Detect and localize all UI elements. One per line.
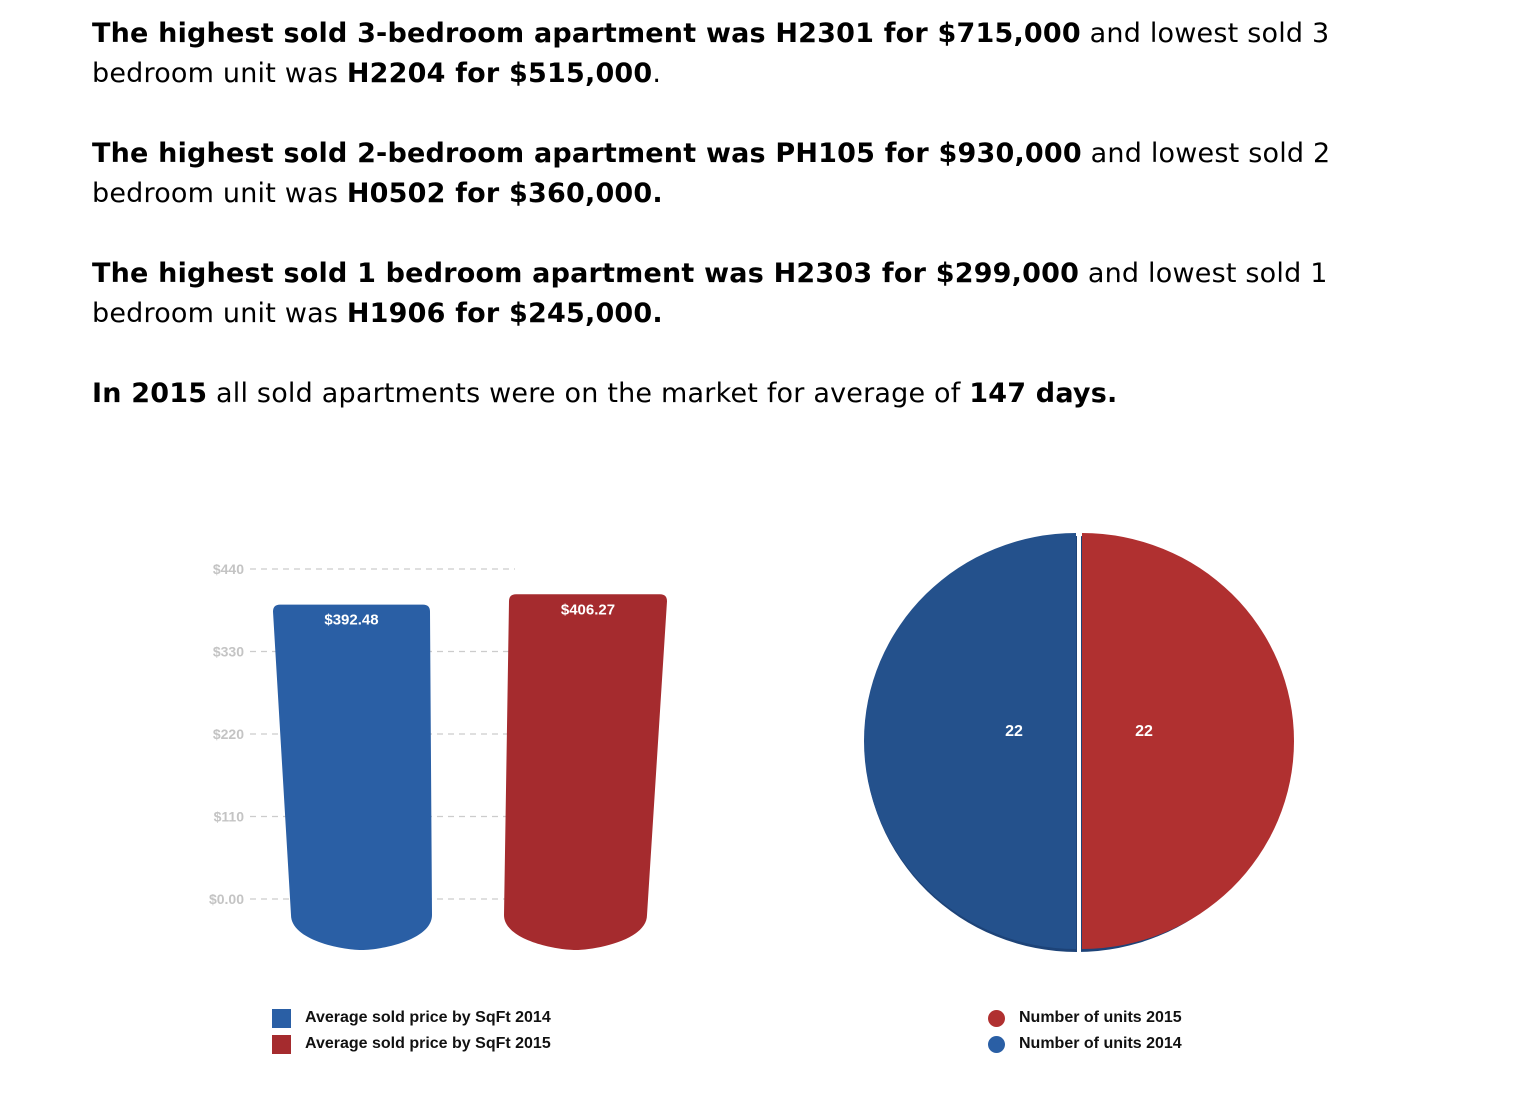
summary-3-bedroom-mid: and lowest sold 3 bedroom unit was — [92, 18, 1330, 89]
summary-1-bedroom: The highest sold 1 bedroom apartment was… — [92, 254, 1422, 334]
y-tick-label: $330 — [213, 644, 244, 660]
legend-label: Number of units 2015 — [1019, 1009, 1182, 1026]
summary-2-bedroom-bold: The highest sold 2-bedroom apartment was… — [92, 138, 1082, 169]
summary-3-bedroom-tail: . — [652, 58, 662, 89]
summary-3-bedroom: The highest sold 3-bedroom apartment was… — [92, 14, 1422, 94]
bar-value-label: $406.27 — [561, 601, 615, 618]
summary-days-bold2: 147 days. — [969, 378, 1118, 409]
summary-3-bedroom-bold2: H2204 for $515,000 — [346, 58, 653, 89]
legend-item: Average sold price by SqFt 2015 — [272, 1031, 551, 1057]
summary-1-bedroom-bold2: H1906 for $245,000. — [346, 298, 663, 329]
bar-chart: $0.00 $110 $220 $330 $440 $392.48 $406.27 — [209, 561, 667, 950]
y-tick-label: $220 — [213, 726, 244, 742]
bar-2015 — [504, 594, 667, 950]
legend-item: Number of units 2015 — [988, 1005, 1182, 1031]
legend-swatch — [272, 1034, 291, 1054]
y-tick-label: $440 — [213, 561, 244, 577]
legend-label: Number of units 2014 — [1019, 1035, 1182, 1052]
legend-item: Number of units 2014 — [988, 1031, 1182, 1057]
pie-slice-label: 22 — [1005, 723, 1023, 740]
summary-2-bedroom-bold2: H0502 for $360,000. — [346, 178, 663, 209]
bar-chart-legend: Average sold price by SqFt 2014 Average s… — [272, 1005, 551, 1057]
pie-slice-2015 — [1082, 533, 1294, 949]
legend-label: Average sold price by SqFt 2015 — [305, 1035, 551, 1052]
legend-swatch — [272, 1008, 291, 1028]
legend-item: Average sold price by SqFt 2014 — [272, 1005, 551, 1031]
legend-label: Average sold price by SqFt 2014 — [305, 1009, 551, 1026]
summary-2-bedroom: The highest sold 2-bedroom apartment was… — [92, 134, 1422, 214]
pie-slice-2014 — [864, 533, 1076, 949]
legend-swatch — [988, 1009, 1005, 1027]
summary-days-mid: all sold apartments were on the market f… — [207, 378, 970, 409]
summary-3-bedroom-bold: The highest sold 3-bedroom apartment was… — [92, 18, 1081, 49]
y-tick-label: $0.00 — [209, 891, 244, 907]
summary-days-on-market: In 2015 all sold apartments were on the … — [92, 374, 1422, 414]
pie-chart: 22 22 — [864, 529, 1294, 953]
legend-swatch — [988, 1035, 1005, 1053]
pie-chart-legend: Number of units 2015 Number of units 2014 — [988, 1005, 1182, 1057]
summary-1-bedroom-mid: and lowest sold 1 bedroom unit was — [92, 258, 1328, 329]
summary-days-bold: In 2015 — [92, 378, 208, 409]
y-tick-label: $110 — [214, 809, 245, 825]
summary-1-bedroom-bold: The highest sold 1 bedroom apartment was… — [92, 258, 1080, 289]
bar-2014 — [273, 604, 432, 950]
summary-text: The highest sold 3-bedroom apartment was… — [92, 14, 1422, 454]
bar-value-label: $392.48 — [324, 612, 378, 629]
summary-2-bedroom-mid: and lowest sold 2 bedroom unit was — [92, 138, 1331, 209]
pie-slice-label: 22 — [1135, 723, 1153, 740]
